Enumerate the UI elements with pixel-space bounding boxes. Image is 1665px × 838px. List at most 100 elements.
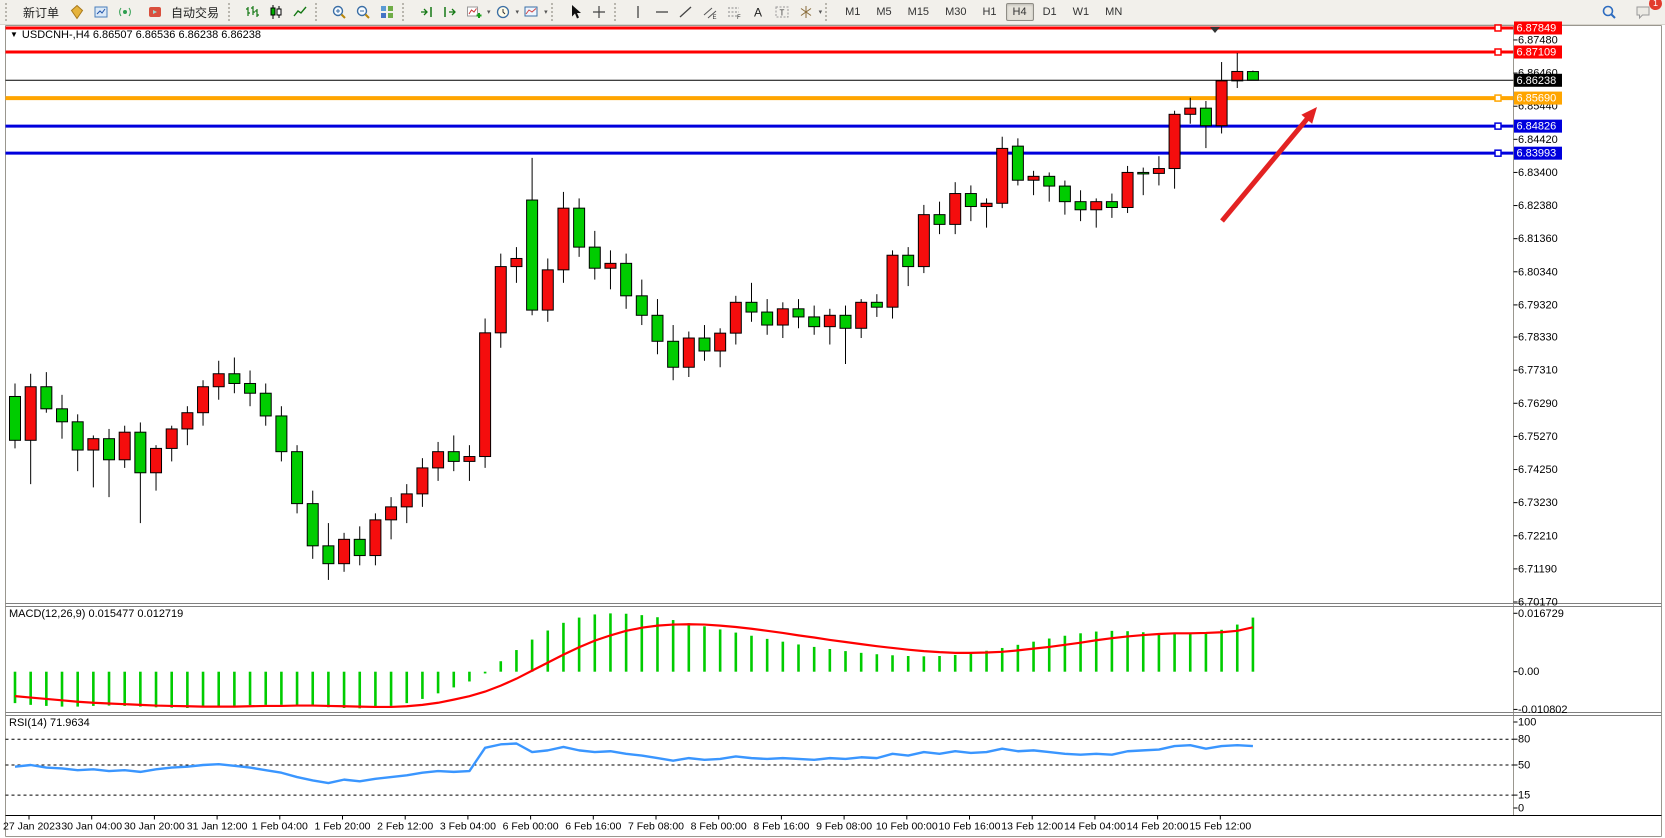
trend-arrow[interactable] bbox=[1220, 113, 1313, 223]
timeframe-m1-button[interactable]: M1 bbox=[845, 6, 861, 18]
resistance-line-1-handle[interactable] bbox=[1494, 24, 1502, 32]
time-tick-label[interactable]: 7 Feb 08:00 bbox=[628, 821, 684, 833]
trend-arrow-head[interactable] bbox=[1301, 107, 1317, 124]
time-tick-label[interactable]: 2 Feb 12:00 bbox=[377, 821, 433, 833]
periods-icon-dropdown-caret[interactable]: ▾ bbox=[515, 9, 520, 16]
text-label-icon[interactable]: T bbox=[770, 1, 794, 24]
candle-body-down bbox=[1043, 175, 1056, 187]
price-line-badge-label: 6.85690 bbox=[1517, 93, 1557, 105]
candle-body-up bbox=[1184, 107, 1197, 115]
timeframe-m15-button[interactable]: M15 bbox=[907, 6, 930, 18]
notifications-chat-button[interactable]: 1 bbox=[1631, 0, 1662, 24]
zoom-in-icon[interactable] bbox=[327, 1, 351, 24]
candle-body-up bbox=[432, 451, 445, 469]
pivot-line-handle[interactable] bbox=[1494, 94, 1502, 102]
candle bbox=[228, 357, 241, 394]
vertical-line-icon[interactable] bbox=[626, 1, 650, 24]
line-chart-icon[interactable] bbox=[288, 1, 312, 24]
timeframe-h1-button[interactable]: H1 bbox=[982, 6, 997, 18]
timeframe-m30-button[interactable]: M30 bbox=[945, 6, 967, 18]
price-line-badge bbox=[1514, 146, 1562, 160]
horizontal-line-icon[interactable] bbox=[650, 1, 674, 24]
time-tick-label[interactable]: 27 Jan 2023 bbox=[3, 821, 61, 833]
candle-body-up bbox=[823, 314, 836, 328]
candle-body-up bbox=[181, 412, 194, 430]
candle bbox=[1121, 165, 1134, 214]
fibonacci-icon[interactable]: F bbox=[722, 1, 746, 24]
candle bbox=[353, 526, 366, 566]
price-tick-label: 6.74250 bbox=[1518, 464, 1558, 476]
chart-shift-marker-icon[interactable] bbox=[1210, 27, 1220, 33]
zoom-out-icon[interactable] bbox=[351, 1, 375, 24]
time-tick-label[interactable]: 1 Feb 04:00 bbox=[252, 821, 308, 833]
search-icon[interactable] bbox=[1597, 1, 1621, 24]
indicators-icon[interactable] bbox=[462, 1, 486, 24]
templates-icon-dropdown-caret[interactable]: ▾ bbox=[544, 9, 548, 16]
candle-body-up bbox=[24, 386, 37, 441]
auto-scroll-icon[interactable] bbox=[414, 1, 438, 24]
time-tick-label[interactable]: 14 Feb 04:00 bbox=[1064, 821, 1126, 833]
signals-icon[interactable] bbox=[113, 1, 137, 24]
auto-trading-button[interactable]: 自动交易 bbox=[137, 0, 225, 26]
candle-body-down bbox=[1199, 107, 1212, 127]
chart-shift-icon[interactable] bbox=[438, 1, 462, 24]
resistance-line-2-handle[interactable] bbox=[1494, 48, 1502, 56]
indicators-icon-dropdown-caret[interactable]: ▾ bbox=[487, 9, 491, 16]
new-order-button[interactable]: 新订单 bbox=[17, 2, 65, 23]
candle-body-up bbox=[400, 493, 413, 508]
timeframe-w1-button[interactable]: W1 bbox=[1072, 6, 1090, 18]
support-line-2-handle[interactable] bbox=[1494, 149, 1502, 157]
time-tick-label[interactable]: 30 Jan 20:00 bbox=[124, 821, 185, 833]
cursor-icon[interactable] bbox=[563, 1, 587, 24]
time-tick-label[interactable]: 15 Feb 12:00 bbox=[1189, 821, 1251, 833]
chart-group-icon[interactable] bbox=[65, 1, 89, 24]
trendline-icon[interactable] bbox=[674, 1, 698, 24]
time-tick-label[interactable]: 9 Feb 08:00 bbox=[816, 821, 872, 833]
candle bbox=[24, 373, 37, 485]
timeframe-mn-button[interactable]: MN bbox=[1105, 6, 1123, 18]
time-tick-label[interactable]: 8 Feb 00:00 bbox=[691, 821, 747, 833]
time-tick-label[interactable]: 1 Feb 20:00 bbox=[314, 821, 370, 833]
time-tick-label[interactable]: 6 Feb 00:00 bbox=[503, 821, 559, 833]
candle-body-down bbox=[447, 451, 460, 462]
rsi-tick-label: 0 bbox=[1518, 803, 1524, 815]
market-watch-icon[interactable] bbox=[89, 1, 113, 24]
time-tick-label[interactable]: 6 Feb 16:00 bbox=[565, 821, 621, 833]
candle bbox=[56, 394, 69, 439]
tile-windows-icon[interactable] bbox=[375, 1, 399, 24]
time-tick-label[interactable]: 8 Feb 16:00 bbox=[753, 821, 809, 833]
text-icon[interactable]: A bbox=[746, 1, 770, 24]
time-tick-label[interactable]: 13 Feb 12:00 bbox=[1001, 821, 1063, 833]
timeframe-h4-button[interactable]: H4 bbox=[1005, 3, 1034, 21]
time-tick-label[interactable]: 30 Jan 04:00 bbox=[61, 821, 122, 833]
time-tick-label[interactable]: 10 Feb 16:00 bbox=[939, 821, 1001, 833]
candle bbox=[933, 201, 946, 235]
crosshair-icon[interactable] bbox=[587, 1, 611, 24]
candle-body-up bbox=[917, 214, 930, 268]
candle-body-down bbox=[9, 395, 21, 441]
arrows-shapes-icon[interactable] bbox=[794, 1, 818, 24]
candle bbox=[1199, 101, 1212, 149]
time-tick-label[interactable]: 10 Feb 00:00 bbox=[876, 821, 938, 833]
templates-icon[interactable] bbox=[519, 1, 543, 24]
periods-icon[interactable] bbox=[491, 1, 515, 24]
candle-body-up bbox=[1231, 70, 1244, 82]
arrows-shapes-icon-dropdown-caret[interactable]: ▾ bbox=[818, 9, 823, 16]
time-tick-label[interactable]: 3 Feb 04:00 bbox=[440, 821, 496, 833]
support-line-1-handle[interactable] bbox=[1494, 122, 1502, 130]
timeframe-d1-button[interactable]: D1 bbox=[1042, 6, 1057, 18]
candle bbox=[447, 435, 460, 472]
chart-menu-triangle-icon[interactable]: ▼ bbox=[10, 30, 18, 39]
candle-body-up bbox=[463, 456, 476, 462]
candle-body-up bbox=[776, 308, 789, 326]
candle-body-up bbox=[1090, 201, 1103, 211]
time-tick-label[interactable]: 31 Jan 12:00 bbox=[187, 821, 248, 833]
candle-body-down bbox=[228, 373, 241, 384]
timeframe-m5-button[interactable]: M5 bbox=[876, 6, 892, 18]
candlestick-chart-icon[interactable] bbox=[264, 1, 288, 24]
time-tick-label[interactable]: 14 Feb 20:00 bbox=[1127, 821, 1189, 833]
bar-chart-icon[interactable] bbox=[240, 1, 264, 24]
equidistant-channel-icon[interactable]: E bbox=[698, 1, 722, 24]
candle-body-down bbox=[353, 538, 366, 557]
